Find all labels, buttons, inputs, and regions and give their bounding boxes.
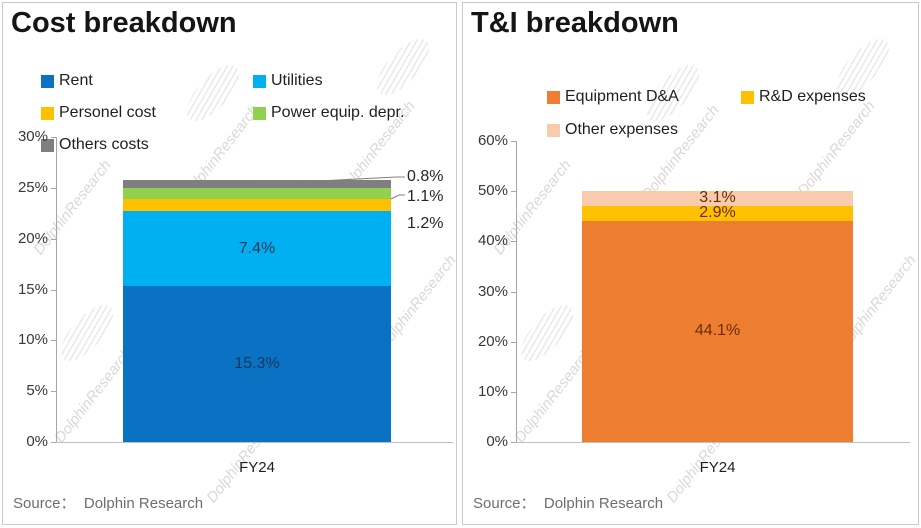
y-tick-label: 15% <box>17 280 48 298</box>
legend-label-other-expenses: Other expenses <box>565 121 678 138</box>
ti-breakdown-chart-panel: DolphinResearch DolphinResearch DolphinRes… <box>462 2 919 525</box>
bar-segment-personel-cost <box>123 199 391 212</box>
y-tick-label: 5% <box>26 382 48 400</box>
y-axis-line <box>56 137 57 442</box>
legend-swatch-personel-cost <box>41 106 54 120</box>
y-tick-mark <box>51 238 56 240</box>
x-axis-line <box>516 442 910 443</box>
bar-segment-power-equip-depr <box>123 187 391 199</box>
y-tick-mark <box>511 442 516 443</box>
legend-label-others-costs: Others costs <box>59 136 149 153</box>
y-tick-label: 10% <box>477 382 508 400</box>
legend-swatch-others-costs <box>41 138 54 152</box>
legend-label-power-equip-depr: Power equip. depr. <box>271 104 405 121</box>
y-tick-label: 30% <box>477 282 508 300</box>
legend-label-utilities: Utilities <box>271 72 323 89</box>
y-tick-mark <box>511 241 516 243</box>
y-tick-label: 25% <box>17 178 48 196</box>
bar-segment-r-d-expenses <box>582 206 853 221</box>
legend-item-rent: Rent <box>41 72 93 90</box>
data-label-other-expenses: 3.1% <box>699 189 736 207</box>
legend-swatch-other-expenses <box>547 123 560 137</box>
bar-segment-utilities <box>123 211 391 287</box>
chart-title: Cost breakdown <box>11 7 237 39</box>
y-tick-label: 10% <box>17 331 48 349</box>
data-label-power-equip-depr: 1.1% <box>407 188 444 205</box>
source-note: Source： Dolphin Research <box>473 495 664 512</box>
bar-segment-equipment-d-a <box>582 220 853 442</box>
y-tick-label: 0% <box>26 433 48 450</box>
y-tick-label: 60% <box>477 132 508 149</box>
data-label-others-costs: 0.8% <box>407 168 444 185</box>
y-tick-label: 0% <box>486 433 508 450</box>
y-tick-mark <box>51 391 56 393</box>
y-tick-mark <box>51 137 56 138</box>
x-tick-label: FY24 <box>699 459 736 476</box>
legend-item-others-costs: Others costs <box>41 136 149 154</box>
y-tick-label: 20% <box>17 229 48 247</box>
data-label-r-d-expenses: 2.9% <box>699 204 736 222</box>
y-tick-label: 40% <box>477 232 508 250</box>
legend-item-equipment-da: Equipment D&A <box>547 88 679 106</box>
chart-title: T&I breakdown <box>471 7 679 39</box>
legend-label-rd-expenses: R&D expenses <box>759 88 866 105</box>
x-tick-label: FY24 <box>239 459 275 476</box>
data-label-personel-cost: 1.2% <box>407 215 444 232</box>
y-tick-mark <box>511 191 516 193</box>
y-tick-mark <box>51 442 56 443</box>
y-tick-mark <box>511 141 516 142</box>
legend-item-rd-expenses: R&D expenses <box>741 88 866 106</box>
legend-swatch-utilities <box>253 74 266 88</box>
y-tick-mark <box>511 291 516 293</box>
legend-item-other-expenses: Other expenses <box>547 121 678 139</box>
data-label-rent: 15.3% <box>234 355 280 373</box>
bar-segment-others-costs <box>123 179 391 188</box>
y-tick-mark <box>51 340 56 342</box>
legend-label-rent: Rent <box>59 72 93 89</box>
y-tick-mark <box>51 187 56 189</box>
y-tick-label: 50% <box>477 182 508 200</box>
data-label-utilities: 7.4% <box>238 239 276 257</box>
legend-swatch-equipment-da <box>547 90 560 104</box>
y-tick-label: 20% <box>477 332 508 350</box>
y-tick-label: 30% <box>17 128 48 145</box>
data-label-equipment-d-a: 44.1% <box>694 322 741 340</box>
cost-breakdown-chart-panel: DolphinResearch DolphinResearch DolphinRes… <box>2 2 457 525</box>
y-tick-mark <box>511 341 516 343</box>
bar-segment-other-expenses <box>582 190 853 207</box>
legend-swatch-rent <box>41 74 54 88</box>
legend-swatch-rd-expenses <box>741 90 754 104</box>
legend-item-power-equip-depr: Power equip. depr. <box>253 104 404 122</box>
legend-label-equipment-da: Equipment D&A <box>565 88 679 105</box>
legend-label-personel-cost: Personel cost <box>59 104 156 121</box>
legend-item-personel-cost: Personel cost <box>41 104 156 122</box>
y-axis-line <box>516 141 517 442</box>
x-axis-line <box>56 442 453 443</box>
y-tick-mark <box>511 391 516 393</box>
leader-line <box>390 194 405 200</box>
y-tick-mark <box>51 289 56 291</box>
legend-swatch-power-equip-depr <box>253 106 266 120</box>
legend-item-utilities: Utilities <box>253 72 323 90</box>
bar-segment-rent <box>123 286 391 442</box>
source-note: Source： Dolphin Research <box>13 495 204 512</box>
